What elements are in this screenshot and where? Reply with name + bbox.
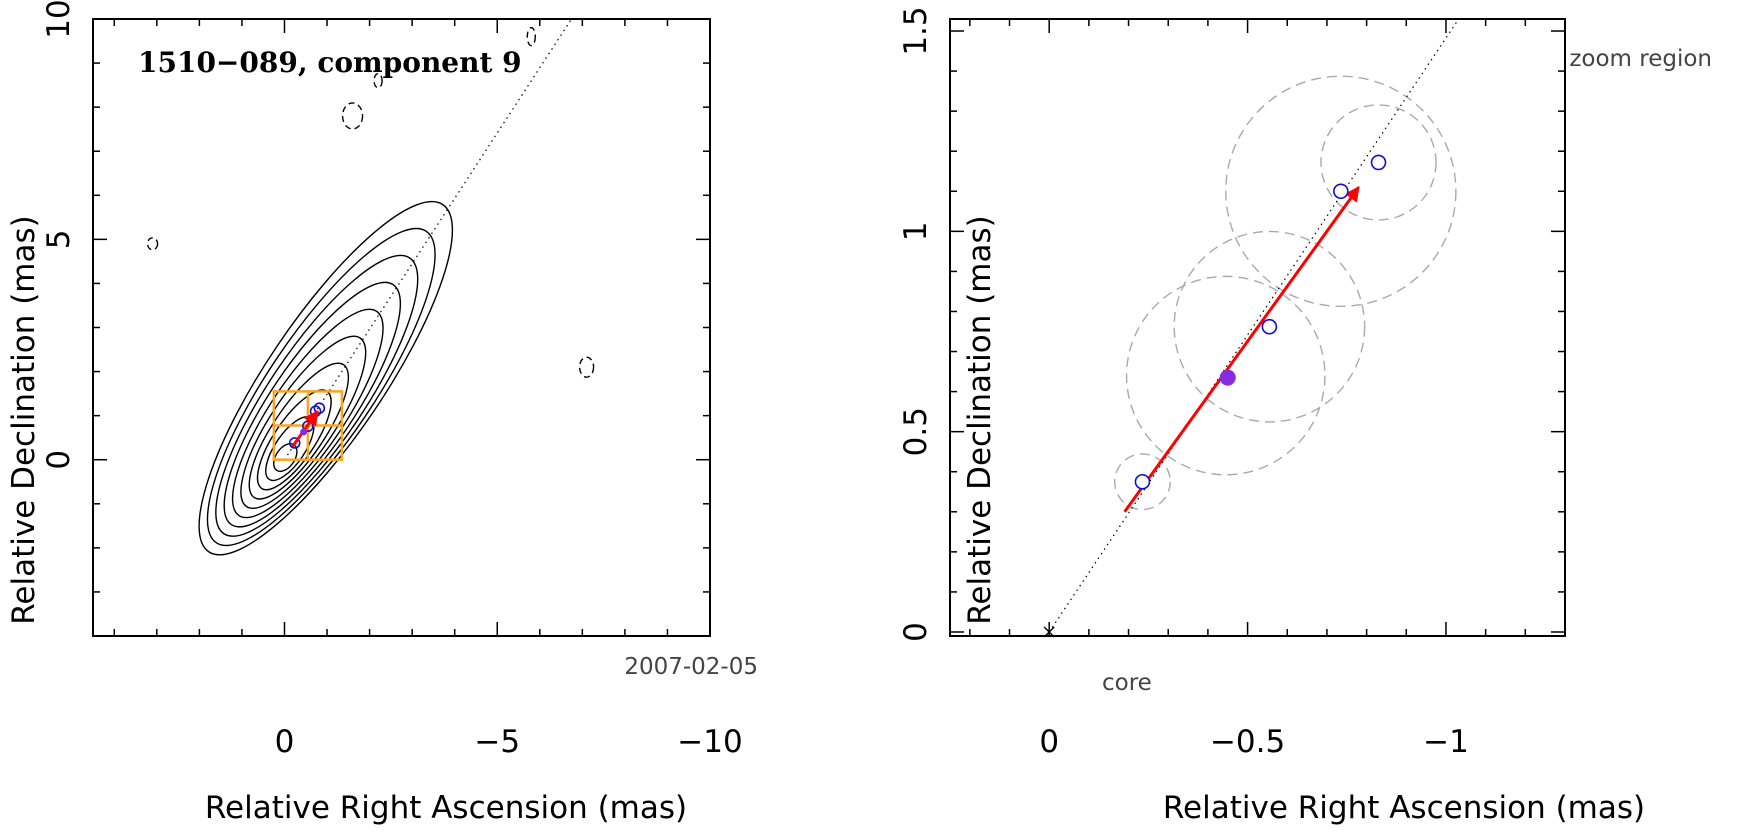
right-xtick-label: −1 <box>1423 724 1469 760</box>
component-marker <box>288 437 301 449</box>
error-circle <box>1320 104 1437 221</box>
right-xtick-label: −0.5 <box>1210 724 1285 760</box>
current-component-marker <box>300 428 308 436</box>
velocity-arrow <box>1123 186 1360 513</box>
core-label: core <box>1102 670 1152 696</box>
right-ytick-label: 1.5 <box>898 6 934 55</box>
right-ytick-label: 0 <box>898 622 934 642</box>
contour-level <box>240 335 367 509</box>
jet-direction-line <box>283 18 573 461</box>
contour-level <box>231 308 384 519</box>
negative-contour <box>341 102 364 130</box>
contour-level <box>198 200 454 556</box>
left-ytick-label: 0 <box>41 450 77 470</box>
left-xtick-label: −10 <box>677 724 742 760</box>
right-panel: zoom region core 0 −0.5 −1 0 0.5 1 1.5 R… <box>898 6 1712 826</box>
right-zoom-region-label: zoom region <box>1569 46 1712 72</box>
component-marker <box>313 402 326 414</box>
right-x-axis-label: Relative Right Ascension (mas) <box>1163 790 1645 826</box>
left-xtick-label: −5 <box>474 724 520 760</box>
jet-direction-line <box>1048 18 1460 633</box>
left-y-axis-label: Relative Declination (mas) <box>6 215 42 625</box>
negative-contour <box>146 237 159 251</box>
component-marker <box>1134 473 1151 490</box>
right-y-axis-label: Relative Declination (mas) <box>962 215 998 625</box>
component-marker <box>1261 318 1278 335</box>
right-ytick-label: 0.5 <box>898 407 934 456</box>
component-marker <box>1370 154 1387 171</box>
left-xtick-label: 0 <box>275 724 295 760</box>
right-marks <box>1043 18 1460 638</box>
left-date-label: 2007-02-05 <box>624 654 758 680</box>
left-ticks <box>93 18 711 637</box>
component-marker <box>1333 183 1349 200</box>
contour-level <box>206 227 436 547</box>
negative-contour <box>526 26 536 47</box>
contour-map <box>146 26 595 556</box>
contour-level <box>215 254 419 537</box>
right-plot-frame <box>949 18 1566 637</box>
error-circle <box>1173 230 1366 423</box>
contour-level <box>223 281 402 528</box>
left-ytick-label: 5 <box>41 229 77 249</box>
left-ytick-label: 10 <box>41 0 77 39</box>
current-component-marker <box>1219 369 1236 386</box>
error-circle <box>1225 75 1457 308</box>
negative-contour <box>373 72 383 89</box>
left-x-axis-label: Relative Right Ascension (mas) <box>205 790 687 826</box>
right-ticks <box>950 19 1566 636</box>
negative-contour <box>578 356 595 378</box>
error-circle <box>1125 275 1326 476</box>
left-plot-frame <box>92 18 711 637</box>
right-xtick-label: 0 <box>1039 724 1059 760</box>
contour-level <box>248 362 350 500</box>
error-circle <box>1113 453 1171 511</box>
left-title: 1510−089, component 9 <box>138 46 522 79</box>
left-marks <box>272 18 573 461</box>
left-panel: 1510−089, component 9 2007-02-05 0 −5 −1… <box>6 0 758 826</box>
right-ytick-label: 1 <box>898 221 934 241</box>
